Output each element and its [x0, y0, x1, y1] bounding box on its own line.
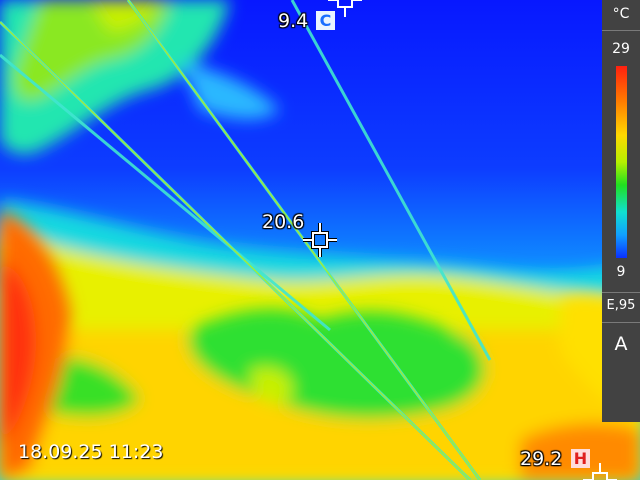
- color-palette-bar: [616, 66, 627, 258]
- scale-max: 29: [612, 41, 630, 57]
- scale-min: 9: [616, 264, 626, 280]
- scale-unit: °C: [612, 6, 630, 22]
- cold-spot-badge: C: [316, 11, 335, 30]
- hot-spot-value: 29.2: [520, 448, 563, 470]
- timestamp: 18.09.25 11:23: [18, 441, 164, 463]
- range-mode[interactable]: A: [614, 333, 628, 355]
- center-spot-value: 20.6: [262, 211, 305, 233]
- temperature-scale-panel: °C 29 9 E,95 A: [602, 0, 640, 422]
- cold-spot-value: 9.4: [278, 10, 309, 32]
- scale-divider: [602, 322, 640, 323]
- emissivity-value: E,95: [606, 298, 636, 313]
- scale-divider: [602, 292, 640, 293]
- hot-spot-badge: H: [571, 449, 590, 468]
- scale-divider: [602, 30, 640, 31]
